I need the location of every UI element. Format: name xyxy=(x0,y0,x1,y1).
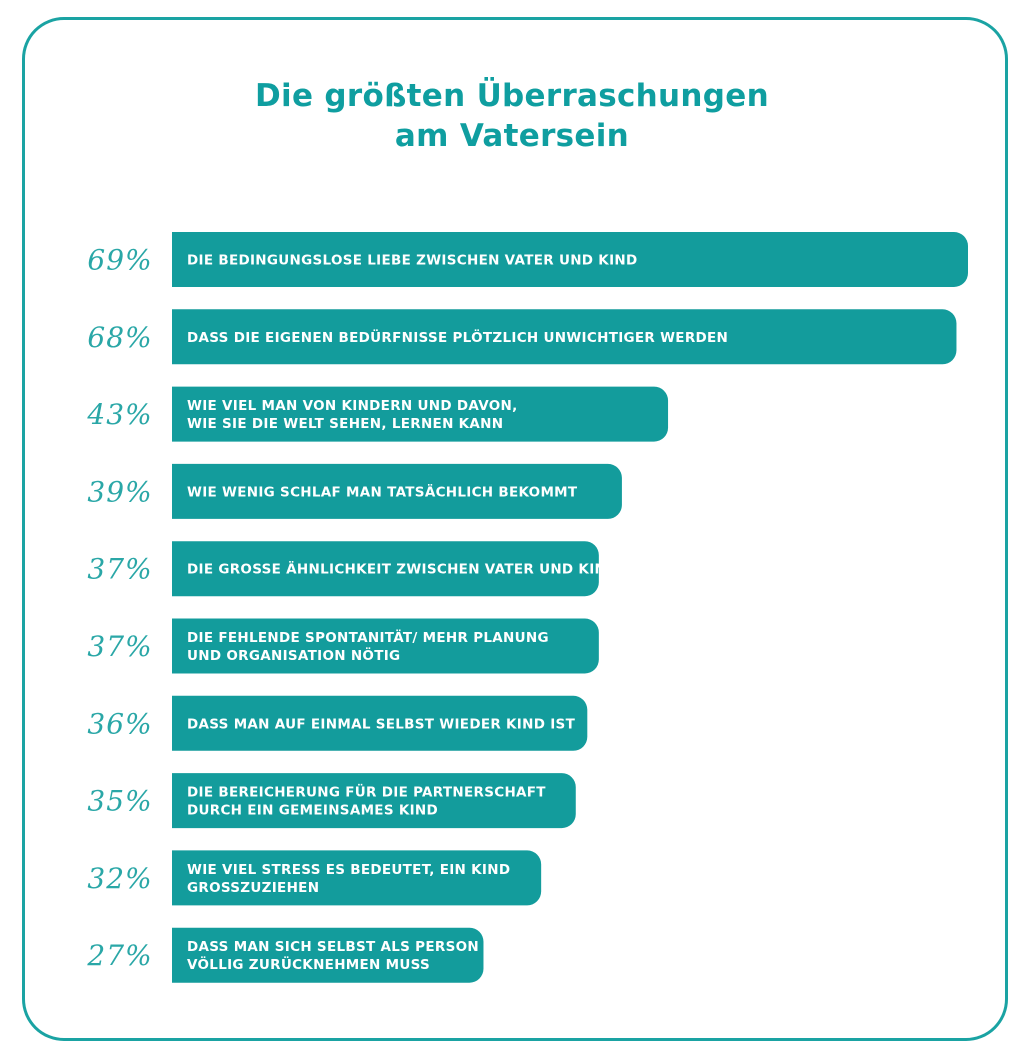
percent-label: 36% xyxy=(87,707,152,740)
percent-label: 32% xyxy=(87,862,152,895)
bar-row: 68% DASS DIE EIGENEN BEDÜRFNISSE PLÖTZLIC… xyxy=(87,309,957,365)
bar-category-label: DASS DIE EIGENEN BEDÜRFNISSE PLÖTZLICH U… xyxy=(187,328,728,346)
bar-row: 69% DIE BEDINGUNGSLOSE LIEBE ZWISCHEN VAT… xyxy=(87,232,968,287)
percent-label: 27% xyxy=(86,939,152,972)
bar xyxy=(172,773,576,829)
bar xyxy=(172,927,484,983)
title-line-2: am Vatersein xyxy=(394,118,630,154)
bar-row: 43% WIE VIEL MAN VON KINDERN UND DAVON, WI… xyxy=(86,386,669,442)
bar xyxy=(172,463,622,519)
bar-category-label: DURCH EIN GEMEINSAMES KIND xyxy=(187,803,438,819)
bar-category-label: WIE WENIG SCHLAF MAN TATSÄCHLICH BEKOMMT xyxy=(187,483,578,500)
bar xyxy=(172,618,599,674)
bar xyxy=(172,232,968,287)
bar-category-label: DASS MAN SICH SELBST ALS PERSON xyxy=(187,939,479,955)
title-line-1: Die größten Überraschungen xyxy=(255,78,769,114)
bar-category-label: DIE FEHLENDE SPONTANITÄT/ MEHR PLANUNG xyxy=(187,629,549,646)
percent-label: 37% xyxy=(87,553,152,586)
bar-category-label: DIE BEDINGUNGSLOSE LIEBE ZWISCHEN VATER … xyxy=(187,253,638,269)
bar-category-label: WIE SIE DIE WELT SEHEN, LERNEN KANN xyxy=(187,416,503,432)
chart-title: Die größten Überraschungen am Vatersein xyxy=(0,76,1024,156)
percent-label: 68% xyxy=(87,321,152,354)
percent-label: 37% xyxy=(87,630,152,663)
bar xyxy=(172,695,588,751)
bar-row: 36% DASS MAN AUF EINMAL SELBST WIEDER KIN… xyxy=(87,695,588,751)
bar xyxy=(172,309,957,365)
bar-category-label: WIE VIEL STRESS ES BEDEUTET, EIN KIND xyxy=(187,862,510,878)
bar-category-label: DIE GROSSE ÄHNLICHKEIT ZWISCHEN VATER UN… xyxy=(187,561,618,578)
bar-category-label: WIE VIEL MAN VON KINDERN UND DAVON, xyxy=(187,398,518,414)
bar-row: 39% WIE WENIG SCHLAF MAN TATSÄCHLICH BEKO… xyxy=(87,463,622,519)
percent-label: 39% xyxy=(87,475,152,508)
bar-category-label: UND ORGANISATION NÖTIG xyxy=(187,646,400,664)
percent-label: 43% xyxy=(86,398,152,431)
bar-category-label: GROSSZUZIEHEN xyxy=(187,880,319,896)
bar xyxy=(172,541,599,597)
bar-category-label: DASS MAN AUF EINMAL SELBST WIEDER KIND I… xyxy=(187,716,576,732)
bar-row: 35% DIE BEREICHERUNG FÜR DIE PARTNERSCHAF… xyxy=(87,773,576,829)
bar-row: 27% DASS MAN SICH SELBST ALS PERSONVÖLLIG… xyxy=(86,927,484,983)
bar-category-label: VÖLLIG ZURÜCKNEHMEN MUSS xyxy=(187,955,430,973)
bar-row: 37% DIE FEHLENDE SPONTANITÄT/ MEHR PLANUN… xyxy=(87,618,599,674)
bar-row: 37% DIE GROSSE ÄHNLICHKEIT ZWISCHEN VATER… xyxy=(87,541,618,597)
percent-label: 69% xyxy=(87,244,152,277)
bar xyxy=(172,386,669,442)
bar xyxy=(172,850,542,906)
bar-category-label: DIE BEREICHERUNG FÜR DIE PARTNERSCHAFT xyxy=(187,783,546,801)
bar-row: 32% WIE VIEL STRESS ES BEDEUTET, EIN KIND… xyxy=(87,850,542,906)
percent-label: 35% xyxy=(87,785,152,818)
